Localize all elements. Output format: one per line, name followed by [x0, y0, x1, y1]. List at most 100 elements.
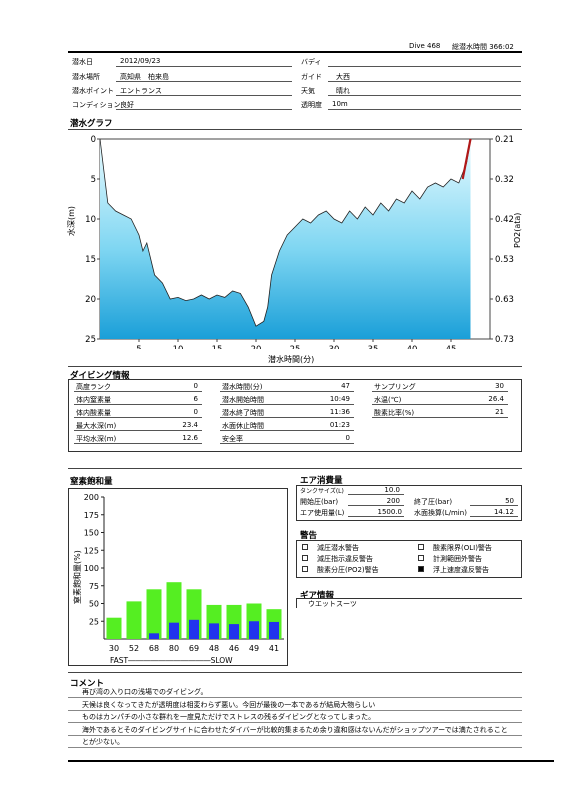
n2-category-label: 80	[169, 644, 179, 653]
diving-info-value: 26.4	[488, 395, 504, 403]
n2-category-label: 52	[129, 644, 139, 653]
date-label: 潜水日	[72, 58, 93, 66]
comment-underline	[68, 697, 522, 698]
tank-underline	[348, 494, 404, 495]
nitrogen-top-rule	[68, 468, 522, 469]
diving-info-value: 0	[193, 408, 198, 416]
y2-tick-label: 0.53	[495, 255, 514, 265]
nitrogen-chart: 25 50 75 100 125 150 175 200 30 52 68 80 69 48 46 49 41 F…	[84, 493, 284, 665]
diving-info-label: 体内窒素量	[76, 396, 111, 404]
diving-info-value: 0	[193, 382, 198, 390]
weather-label: 天気	[301, 87, 315, 95]
warning-checkbox[interactable]	[302, 566, 308, 572]
diving-info-underline	[220, 417, 354, 418]
y-tick-label: 5	[91, 175, 96, 185]
dive-point: エントランス	[120, 87, 162, 95]
comment-underline	[68, 722, 522, 723]
diving-info-value: 0	[345, 434, 350, 442]
y2-tick-label: 0.21	[495, 135, 514, 145]
n2-category-label: 49	[249, 644, 259, 653]
warning-label: 減圧指示違反警告	[317, 555, 373, 563]
diving-info-underline	[74, 430, 202, 431]
total-dive-time: 総潜水時間 366:02	[452, 43, 514, 51]
x-tick-label: 25	[290, 345, 301, 349]
diving-info-label: 安全率	[222, 435, 243, 443]
dive-graph: 0 5 10 15 20 25 0.21 0.32 0.42 0.53 0.63 0.73 5 10 15 2…	[85, 135, 514, 349]
point-label: 潜水ポイント	[72, 87, 114, 95]
diving-info-underline	[220, 391, 354, 392]
header-rule	[68, 51, 522, 53]
warning-checkbox[interactable]	[302, 544, 308, 550]
comment-underline	[68, 709, 522, 711]
comment-underline	[68, 747, 522, 748]
y2-tick-label: 0.63	[495, 295, 514, 305]
diving-info-label: 酸素比率(%)	[374, 409, 415, 417]
n2-y-tick-label: 50	[89, 600, 99, 609]
weather-underline	[328, 95, 521, 96]
x-tick-label: 40	[407, 345, 418, 349]
diving-info-underline	[372, 391, 508, 392]
n2-category-label: 48	[209, 644, 219, 653]
warning-checkbox[interactable]	[418, 555, 424, 561]
condition-label: コンディション	[72, 101, 121, 109]
air-used-label: エア使用量(L)	[300, 509, 345, 517]
x-tick-label: 30	[329, 345, 340, 349]
surface-underline	[470, 516, 518, 517]
guide-underline	[328, 81, 521, 82]
n2-category-label: 69	[189, 644, 199, 653]
start-pressure-label: 開始圧(bar)	[300, 498, 339, 506]
x-tick-label: 35	[368, 345, 379, 349]
diving-info-underline	[74, 391, 202, 392]
comment-line: 再び湾の入り口の浅場でのダイビング。	[82, 688, 208, 696]
diving-info-label: 最大水深(m)	[76, 422, 117, 430]
start-pressure-value: 200	[386, 497, 400, 505]
diving-info-value: 21	[495, 408, 504, 416]
n2-y-tick-label: 125	[84, 546, 99, 555]
nitrogen-ylabel: 窒素飽和量(%)	[73, 550, 82, 604]
diving-info-underline	[74, 443, 202, 444]
diving-info-underline	[74, 404, 202, 405]
condition-underline	[116, 109, 292, 110]
n2-category-label: 68	[149, 644, 159, 653]
fast-slow-label: FAST―――――――――――SLOW	[110, 656, 233, 665]
warning-checkbox[interactable]	[418, 566, 424, 572]
place-label: 潜水場所	[72, 73, 100, 81]
n2-y-tick-label: 175	[84, 511, 99, 520]
comment-line: ものはカンパチの小さな群れを一度見ただけでストレスの残るダイビングとなってしまっ…	[82, 713, 376, 721]
diving-info-underline	[220, 404, 354, 405]
warning-label: 酸素分圧(PO2)警告	[317, 566, 379, 574]
graph-ylabel-left: 水深(m)	[67, 205, 76, 236]
start-underline	[348, 505, 404, 506]
air-used-value: 1500.0	[377, 508, 403, 516]
diving-info-label: 平均水深(m)	[76, 435, 117, 443]
comment-title: コメント	[70, 679, 105, 689]
warning-label: 浮上速度違反警告	[433, 566, 489, 574]
comment-underline	[68, 734, 522, 736]
dive-place: 高知県 柏来島	[120, 73, 169, 81]
tank-size-value: 10.0	[384, 486, 400, 494]
n2-bar-blue	[269, 621, 279, 639]
n2-category-label: 41	[269, 644, 279, 653]
warning-checkbox[interactable]	[418, 544, 424, 550]
warning-checkbox[interactable]	[302, 555, 308, 561]
diving-info-label: 体内酸素量	[76, 409, 111, 417]
x-tick-label: 45	[446, 345, 457, 349]
diving-info-underline	[74, 417, 202, 418]
diving-info-value: 10:49	[329, 395, 350, 403]
n2-bar-blue	[189, 619, 199, 639]
diving-info-label: 高度ランク	[76, 383, 111, 391]
condition-value: 良好	[120, 101, 134, 109]
diving-info-value: 01:23	[329, 421, 350, 429]
n2-bar-green	[106, 617, 122, 639]
point-underline	[116, 95, 292, 96]
visibility-label: 透明度	[301, 101, 322, 109]
end-underline	[470, 505, 518, 506]
diving-info-title: ダイビング情報	[70, 371, 130, 381]
n2-bar-blue	[149, 633, 159, 639]
y2-tick-label: 0.73	[495, 335, 514, 345]
n2-y-tick-label: 100	[84, 564, 99, 573]
weather-value: 晴れ	[336, 87, 350, 95]
y-tick-label: 0	[91, 135, 96, 145]
buddy-label: バディ	[301, 58, 322, 66]
n2-category-label: 46	[229, 644, 239, 653]
